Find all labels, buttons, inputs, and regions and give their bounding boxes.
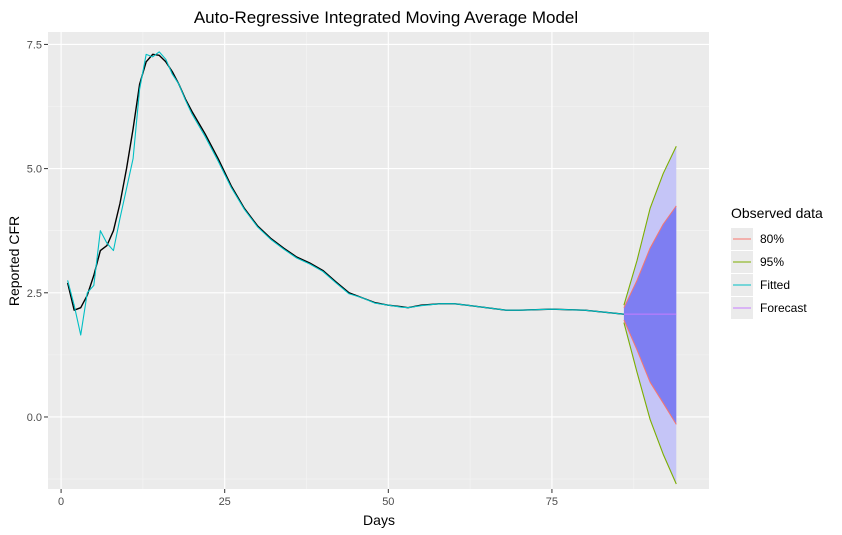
- forecast-bands: [623, 146, 677, 485]
- y-tick-label: 5.0: [27, 164, 42, 176]
- x-axis: 0 25 50 75: [58, 489, 558, 508]
- y-tick-label: 2.5: [27, 288, 42, 300]
- band-95-upper: [623, 146, 677, 306]
- band-80-lower: [623, 319, 677, 425]
- y-tick-label: 7.5: [27, 39, 42, 51]
- legend-label: Fitted: [760, 278, 790, 292]
- band-95-lower: [623, 322, 677, 485]
- x-tick-label: 25: [219, 496, 231, 508]
- y-axis: 0.0 2.5 5.0 7.5: [27, 39, 48, 424]
- x-tick-label: 0: [58, 496, 64, 508]
- y-axis-label: Reported CFR: [6, 216, 22, 306]
- band-80: [623, 205, 677, 425]
- legend-title: Observed data: [731, 205, 823, 221]
- chart-title: Auto-Regressive Integrated Moving Averag…: [194, 8, 578, 27]
- x-tick-label: 50: [382, 496, 394, 508]
- y-tick-label: 0.0: [27, 412, 42, 424]
- series-fitted: [67, 51, 624, 336]
- legend-label: 95%: [760, 255, 784, 269]
- legend-label: 80%: [760, 232, 784, 246]
- series-lines: [66, 51, 677, 336]
- grid-minor: [48, 32, 709, 489]
- plot-panel: [48, 32, 709, 489]
- legend-label: Forecast: [760, 301, 807, 315]
- x-tick-label: 75: [546, 496, 558, 508]
- legend: Observed data 80% 95% Fitted Forecast: [731, 205, 823, 319]
- x-axis-label: Days: [363, 512, 395, 528]
- band-80-upper: [623, 205, 677, 308]
- grid-major: [48, 32, 709, 489]
